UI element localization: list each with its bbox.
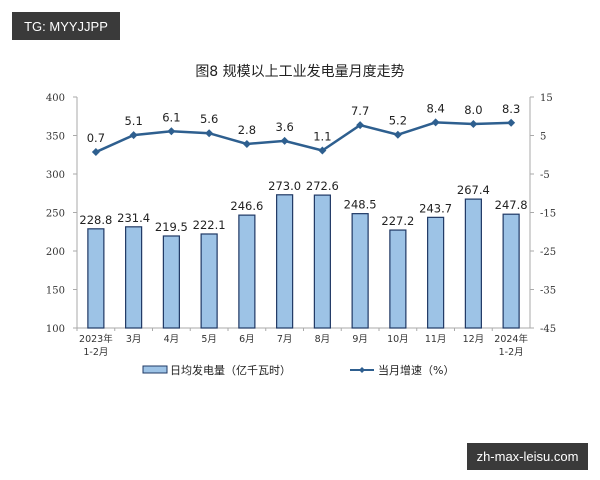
line-value-label: 2.8 bbox=[238, 123, 256, 137]
line-point bbox=[242, 139, 251, 148]
bar-value-label: 272.6 bbox=[306, 179, 339, 193]
line-point bbox=[431, 118, 440, 127]
line-value-label: 8.3 bbox=[502, 102, 520, 116]
bar-value-label: 219.5 bbox=[155, 220, 188, 234]
x-tick-label: 5月 bbox=[201, 334, 217, 345]
bar bbox=[464, 198, 482, 329]
left-tick-label: 250 bbox=[46, 209, 65, 220]
left-tick-label: 150 bbox=[46, 286, 65, 297]
line-value-label: 7.7 bbox=[351, 104, 369, 118]
right-tick-label: 15 bbox=[540, 93, 553, 104]
line-value-label: 5.2 bbox=[389, 114, 407, 128]
legend-bar-swatch bbox=[142, 365, 168, 374]
bar-value-label: 267.4 bbox=[457, 183, 490, 197]
line-point bbox=[129, 131, 138, 140]
line-point bbox=[393, 130, 402, 139]
bar bbox=[276, 194, 294, 329]
bar bbox=[162, 235, 180, 329]
x-tick-label: 1-2月 bbox=[83, 347, 108, 358]
bar-value-label: 247.8 bbox=[495, 198, 528, 212]
x-tick-label: 12月 bbox=[463, 334, 485, 345]
x-tick-label: 11月 bbox=[425, 334, 447, 345]
left-tick-label: 400 bbox=[46, 93, 65, 104]
x-tick-label: 6月 bbox=[239, 334, 255, 345]
x-tick-label: 8月 bbox=[315, 334, 331, 345]
line-point bbox=[469, 119, 478, 128]
line-value-label: 3.6 bbox=[275, 120, 293, 134]
bar-value-label: 273.0 bbox=[268, 179, 301, 193]
legend-bar-label: 日均发电量（亿千瓦时） bbox=[170, 363, 291, 377]
line-point bbox=[91, 148, 100, 157]
chart-title: 图8 规模以上工业发电量月度走势 bbox=[195, 64, 404, 80]
x-tick-label: 3月 bbox=[126, 334, 142, 345]
line-value-label: 0.7 bbox=[87, 131, 105, 145]
bar bbox=[238, 214, 256, 329]
line-point bbox=[280, 136, 289, 145]
legend-line-marker bbox=[359, 367, 365, 373]
bar-value-label: 222.1 bbox=[193, 218, 226, 232]
bar-value-label: 246.6 bbox=[230, 199, 263, 213]
x-tick-label: 4月 bbox=[164, 334, 180, 345]
bar bbox=[351, 213, 369, 329]
line-value-label: 5.6 bbox=[200, 112, 218, 126]
bar-value-label: 248.5 bbox=[344, 198, 377, 212]
right-tick-label: -45 bbox=[540, 324, 556, 335]
x-tick-label: 1-2月 bbox=[499, 347, 524, 358]
right-tick-label: -35 bbox=[540, 286, 556, 297]
legend-line-label: 当月增速（%） bbox=[378, 363, 454, 377]
line-point bbox=[356, 121, 365, 130]
growth-line bbox=[95, 121, 512, 154]
bar bbox=[87, 228, 105, 329]
x-tick-label: 7月 bbox=[277, 334, 293, 345]
line-point bbox=[167, 127, 176, 136]
line-value-label: 5.1 bbox=[124, 114, 142, 128]
left-tick-label: 200 bbox=[46, 247, 65, 258]
bar-value-label: 243.7 bbox=[419, 201, 452, 215]
x-tick-label: 10月 bbox=[387, 334, 409, 345]
line-point bbox=[507, 118, 516, 127]
line-value-label: 8.4 bbox=[426, 101, 444, 115]
x-tick-label: 2024年 bbox=[494, 333, 528, 345]
x-tick-label: 2023年 bbox=[79, 333, 113, 345]
line-point bbox=[205, 129, 214, 138]
bar bbox=[313, 194, 331, 329]
bar bbox=[389, 229, 407, 329]
left-tick-label: 300 bbox=[46, 170, 65, 181]
line-value-label: 6.1 bbox=[162, 110, 180, 124]
line-value-label: 8.0 bbox=[464, 103, 482, 117]
bar bbox=[502, 213, 520, 329]
right-tick-label: 5 bbox=[540, 132, 546, 143]
line-value-label: 1.1 bbox=[313, 130, 331, 144]
bar-value-label: 228.8 bbox=[79, 213, 112, 227]
right-tick-label: -15 bbox=[540, 209, 556, 220]
bar-value-label: 231.4 bbox=[117, 211, 150, 225]
watermark-bottom-right: zh-max-leisu.com bbox=[467, 443, 588, 470]
x-tick-label: 9月 bbox=[352, 334, 368, 345]
bar-value-label: 227.2 bbox=[381, 214, 414, 228]
watermark-top-left: TG: MYYJJPP bbox=[12, 12, 120, 40]
bar bbox=[200, 233, 218, 329]
right-tick-label: -5 bbox=[540, 170, 550, 181]
bar bbox=[125, 226, 143, 329]
left-tick-label: 350 bbox=[46, 132, 65, 143]
line-point bbox=[318, 146, 327, 155]
right-tick-label: -25 bbox=[540, 247, 556, 258]
bar bbox=[427, 216, 445, 329]
left-tick-label: 100 bbox=[46, 324, 65, 335]
